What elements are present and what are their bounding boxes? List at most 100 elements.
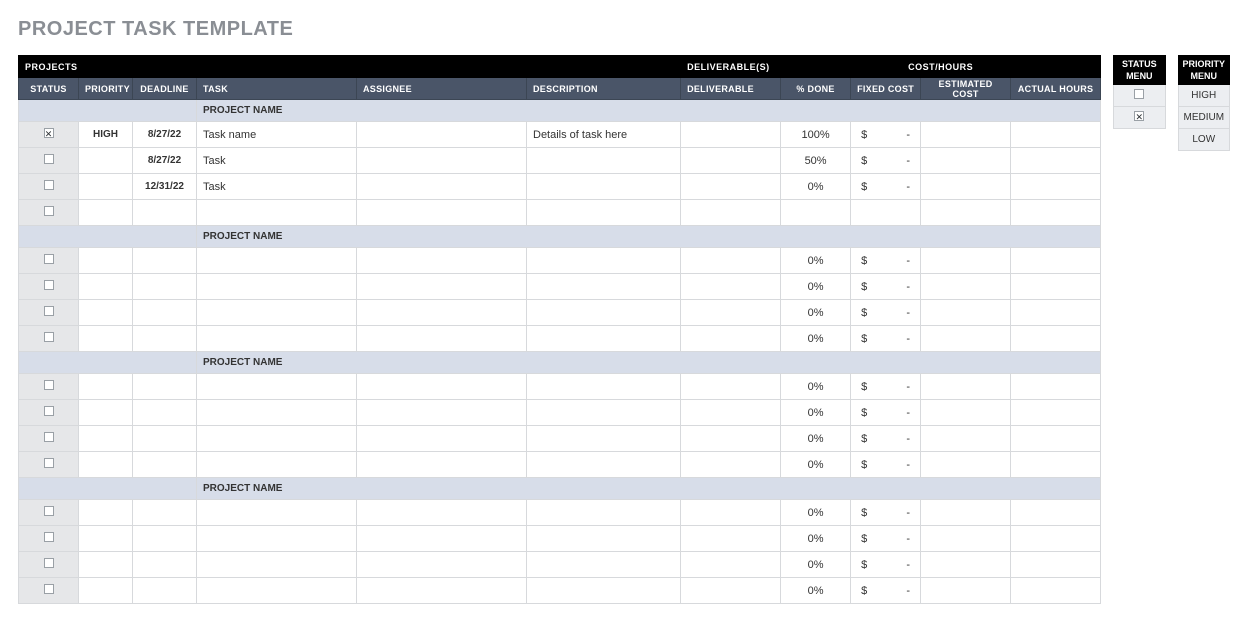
cell-status[interactable] xyxy=(19,578,79,604)
cell-deadline[interactable] xyxy=(133,248,197,274)
cell-priority[interactable] xyxy=(79,300,133,326)
cell-assignee[interactable] xyxy=(357,578,527,604)
cell-fixed-cost[interactable]: $- xyxy=(851,374,921,400)
cell-description[interactable] xyxy=(527,426,681,452)
cell-deadline[interactable] xyxy=(133,326,197,352)
cell-estimated-cost[interactable] xyxy=(921,400,1011,426)
cell-pct-done[interactable]: 0% xyxy=(781,374,851,400)
cell-task[interactable] xyxy=(197,200,357,226)
project-name-cell[interactable]: PROJECT NAME xyxy=(197,226,1101,248)
status-checkbox[interactable] xyxy=(44,380,54,390)
cell-status[interactable] xyxy=(19,300,79,326)
cell-description[interactable] xyxy=(527,300,681,326)
cell-actual-hours[interactable] xyxy=(1011,148,1101,174)
cell-status[interactable] xyxy=(19,248,79,274)
cell-priority[interactable] xyxy=(79,426,133,452)
cell-deliverable[interactable] xyxy=(681,526,781,552)
cell-task[interactable] xyxy=(197,326,357,352)
cell-pct-done[interactable]: 0% xyxy=(781,300,851,326)
cell-fixed-cost[interactable]: $- xyxy=(851,452,921,478)
cell-actual-hours[interactable] xyxy=(1011,274,1101,300)
cell-actual-hours[interactable] xyxy=(1011,326,1101,352)
status-checkbox[interactable] xyxy=(44,154,54,164)
cell-actual-hours[interactable] xyxy=(1011,426,1101,452)
status-menu-option[interactable] xyxy=(1114,85,1165,107)
cell-deadline[interactable] xyxy=(133,552,197,578)
cell-assignee[interactable] xyxy=(357,500,527,526)
status-checkbox[interactable] xyxy=(44,280,54,290)
cell-fixed-cost[interactable]: $- xyxy=(851,122,921,148)
cell-estimated-cost[interactable] xyxy=(921,526,1011,552)
cell-actual-hours[interactable] xyxy=(1011,578,1101,604)
cell-fixed-cost[interactable]: $- xyxy=(851,552,921,578)
cell-task[interactable] xyxy=(197,300,357,326)
cell-deadline[interactable] xyxy=(133,526,197,552)
cell-description[interactable] xyxy=(527,452,681,478)
cell-status[interactable] xyxy=(19,148,79,174)
cell-description[interactable] xyxy=(527,248,681,274)
cell-deliverable[interactable] xyxy=(681,326,781,352)
cell-status[interactable] xyxy=(19,174,79,200)
cell-status[interactable] xyxy=(19,200,79,226)
cell-fixed-cost[interactable]: $- xyxy=(851,174,921,200)
cell-description[interactable] xyxy=(527,200,681,226)
cell-status[interactable] xyxy=(19,122,79,148)
cell-task[interactable] xyxy=(197,400,357,426)
cell-status[interactable] xyxy=(19,526,79,552)
cell-fixed-cost[interactable]: $- xyxy=(851,248,921,274)
cell-description[interactable] xyxy=(527,552,681,578)
cell-deadline[interactable] xyxy=(133,300,197,326)
cell-deadline[interactable] xyxy=(133,500,197,526)
cell-estimated-cost[interactable] xyxy=(921,248,1011,274)
status-checkbox[interactable] xyxy=(44,458,54,468)
cell-fixed-cost[interactable]: $- xyxy=(851,526,921,552)
cell-assignee[interactable] xyxy=(357,452,527,478)
cell-assignee[interactable] xyxy=(357,552,527,578)
cell-task[interactable] xyxy=(197,374,357,400)
cell-deliverable[interactable] xyxy=(681,426,781,452)
cell-actual-hours[interactable] xyxy=(1011,174,1101,200)
cell-actual-hours[interactable] xyxy=(1011,200,1101,226)
status-menu-option[interactable] xyxy=(1114,107,1165,129)
cell-description[interactable] xyxy=(527,374,681,400)
status-checkbox[interactable] xyxy=(44,506,54,516)
cell-pct-done[interactable]: 0% xyxy=(781,552,851,578)
cell-task[interactable] xyxy=(197,426,357,452)
cell-pct-done[interactable]: 100% xyxy=(781,122,851,148)
status-checkbox[interactable] xyxy=(44,432,54,442)
cell-assignee[interactable] xyxy=(357,200,527,226)
cell-actual-hours[interactable] xyxy=(1011,400,1101,426)
cell-deadline[interactable] xyxy=(133,578,197,604)
cell-priority[interactable]: HIGH xyxy=(79,122,133,148)
cell-fixed-cost[interactable]: $- xyxy=(851,148,921,174)
cell-estimated-cost[interactable] xyxy=(921,200,1011,226)
cell-actual-hours[interactable] xyxy=(1011,526,1101,552)
cell-task[interactable]: Task name xyxy=(197,122,357,148)
cell-pct-done[interactable]: 0% xyxy=(781,526,851,552)
cell-pct-done[interactable]: 0% xyxy=(781,274,851,300)
cell-fixed-cost[interactable]: $- xyxy=(851,500,921,526)
cell-deliverable[interactable] xyxy=(681,148,781,174)
cell-fixed-cost[interactable]: $- xyxy=(851,300,921,326)
cell-assignee[interactable] xyxy=(357,526,527,552)
status-checkbox[interactable] xyxy=(44,584,54,594)
cell-estimated-cost[interactable] xyxy=(921,148,1011,174)
cell-estimated-cost[interactable] xyxy=(921,326,1011,352)
cell-description[interactable] xyxy=(527,578,681,604)
cell-priority[interactable] xyxy=(79,452,133,478)
cell-fixed-cost[interactable]: $- xyxy=(851,426,921,452)
cell-deadline[interactable] xyxy=(133,426,197,452)
cell-status[interactable] xyxy=(19,426,79,452)
cell-deliverable[interactable] xyxy=(681,500,781,526)
priority-menu-option[interactable]: HIGH xyxy=(1178,85,1229,107)
cell-fixed-cost[interactable]: $- xyxy=(851,578,921,604)
cell-pct-done[interactable]: 0% xyxy=(781,400,851,426)
cell-task[interactable] xyxy=(197,452,357,478)
cell-estimated-cost[interactable] xyxy=(921,426,1011,452)
cell-task[interactable] xyxy=(197,248,357,274)
cell-pct-done[interactable]: 0% xyxy=(781,248,851,274)
cell-description[interactable] xyxy=(527,148,681,174)
cell-assignee[interactable] xyxy=(357,174,527,200)
cell-deliverable[interactable] xyxy=(681,200,781,226)
cell-deliverable[interactable] xyxy=(681,122,781,148)
